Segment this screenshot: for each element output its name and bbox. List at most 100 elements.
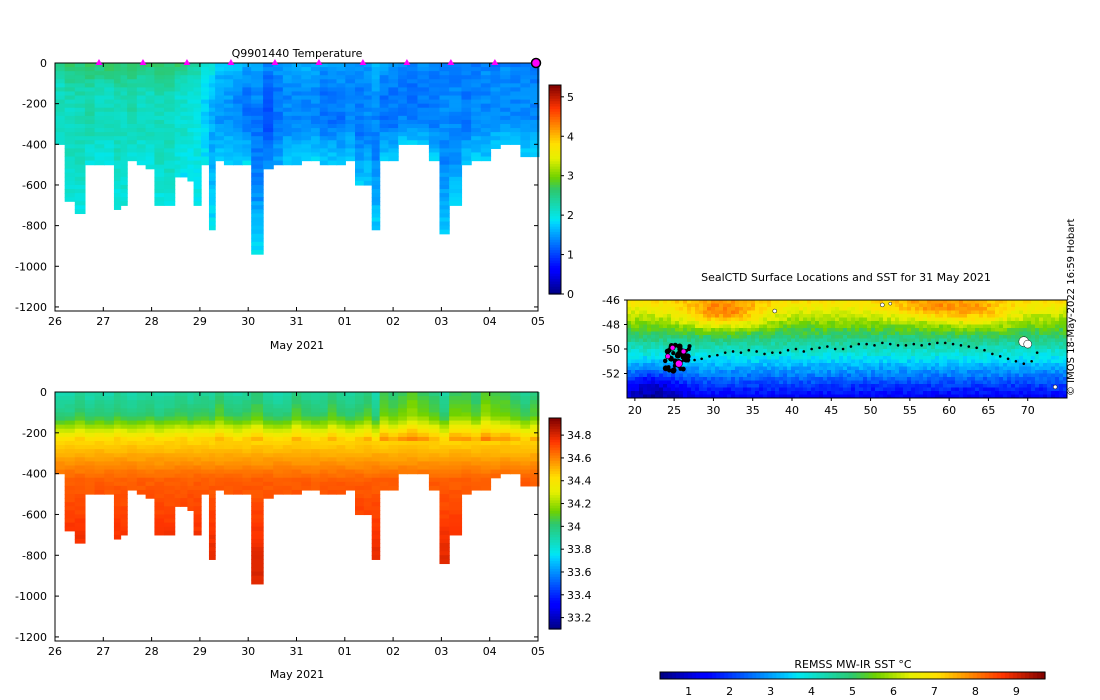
sst-cell: [855, 377, 860, 381]
temperature-cell: [251, 123, 264, 129]
sst-cell: [771, 384, 776, 388]
sst-cell: [691, 317, 696, 322]
sst-cell: [859, 384, 864, 388]
sst-cell: [727, 303, 732, 308]
sst-cell: [775, 387, 780, 392]
sst-cell: [851, 331, 856, 336]
salinity-cell: [187, 506, 195, 511]
y-tick-label: -400: [22, 468, 47, 481]
sst-cell: [643, 300, 648, 304]
temperature-cell: [233, 111, 243, 117]
temperature-cell: [480, 103, 492, 109]
salinity-cell: [428, 453, 441, 458]
sst-cell: [763, 324, 768, 329]
sst-cell: [775, 363, 780, 367]
temperature-cell: [174, 99, 181, 105]
salinity-cell: [251, 555, 264, 560]
salinity-cell: [461, 477, 472, 483]
sst-cell: [651, 366, 656, 371]
sst-cell: [747, 363, 752, 367]
temperature-cell: [113, 107, 122, 113]
sst-cell: [691, 300, 696, 304]
sst-cell: [711, 335, 716, 339]
temperature-cell: [193, 160, 202, 166]
sst-cell: [875, 373, 880, 378]
salinity-cell: [336, 440, 346, 446]
salinity-cell: [180, 420, 189, 426]
salinity-cell: [282, 453, 293, 458]
salinity-cell: [301, 473, 312, 479]
sst-cell: [643, 307, 648, 311]
colorbar-cell: [549, 233, 561, 238]
sst-cell: [699, 352, 704, 357]
salinity-cell: [428, 469, 441, 475]
colorbar-cell: [549, 246, 561, 251]
temperature-cell: [251, 160, 264, 166]
salinity-cell: [174, 396, 181, 401]
salinity-cell: [490, 440, 501, 446]
salinity-cell: [355, 420, 365, 426]
temperature-cell: [201, 128, 210, 133]
salinity-cell: [319, 436, 329, 442]
salinity-cell: [208, 432, 216, 438]
salinity-cell: [439, 489, 450, 495]
temperature-cell: [154, 87, 165, 93]
salinity-cell: [201, 408, 210, 414]
temperature-cell: [282, 136, 293, 141]
sst-cell: [659, 394, 664, 399]
sst-cell: [651, 384, 656, 388]
temperature-cell: [530, 91, 540, 97]
temperature-cell: [480, 136, 492, 141]
colorbar-cell: [549, 207, 561, 211]
salinity-cell: [510, 424, 522, 430]
salinity-cell: [398, 469, 408, 475]
temperature-cell: [388, 111, 399, 117]
colorbar-cell: [549, 610, 561, 614]
temperature-cell: [461, 87, 472, 93]
temperature-cell: [201, 87, 210, 93]
temperature-cell: [379, 156, 390, 162]
salinity-cell: [136, 489, 147, 495]
sst-cell: [843, 314, 848, 318]
salinity-cell: [127, 461, 138, 467]
temperature-cell: [215, 91, 225, 97]
temperature-cell: [406, 136, 419, 141]
temperature-cell: [319, 103, 329, 109]
sst-cell: [799, 352, 804, 357]
sst-cell: [763, 307, 768, 311]
sst-cell: [799, 345, 804, 350]
sst-cell: [867, 394, 872, 399]
sst-cell: [695, 345, 700, 350]
salinity-cell: [74, 440, 86, 446]
sst-cell: [819, 359, 824, 364]
salinity-cell: [398, 449, 408, 454]
sst-cell: [803, 394, 808, 399]
temperature-cell: [94, 63, 105, 68]
temperature-cell: [273, 95, 284, 101]
temperature-cell: [263, 164, 274, 170]
sst-cell: [863, 338, 868, 343]
colorbar-cell: [549, 111, 561, 115]
sst-cell: [703, 359, 708, 364]
sst-cell: [747, 335, 752, 339]
temperature-cell: [174, 144, 181, 149]
temperature-cell: [363, 136, 373, 141]
salinity-cell: [371, 436, 381, 442]
sst-cell: [715, 345, 720, 350]
temperature-cell: [379, 75, 390, 80]
salinity-cell: [301, 424, 312, 430]
sst-cell: [723, 331, 728, 336]
sst-cell: [751, 380, 756, 385]
sst-cell: [867, 352, 872, 357]
sst-cell: [867, 342, 872, 346]
sst-cell: [759, 321, 764, 325]
salinity-cell: [74, 522, 86, 528]
temperature-cell: [127, 140, 138, 145]
sst-cell: [859, 359, 864, 364]
salinity-cell: [145, 461, 156, 467]
sst-cell: [751, 359, 756, 364]
salinity-cell: [223, 424, 234, 430]
sst-cell: [771, 370, 776, 374]
sst-cell: [807, 377, 812, 381]
sst-cell: [731, 380, 736, 385]
